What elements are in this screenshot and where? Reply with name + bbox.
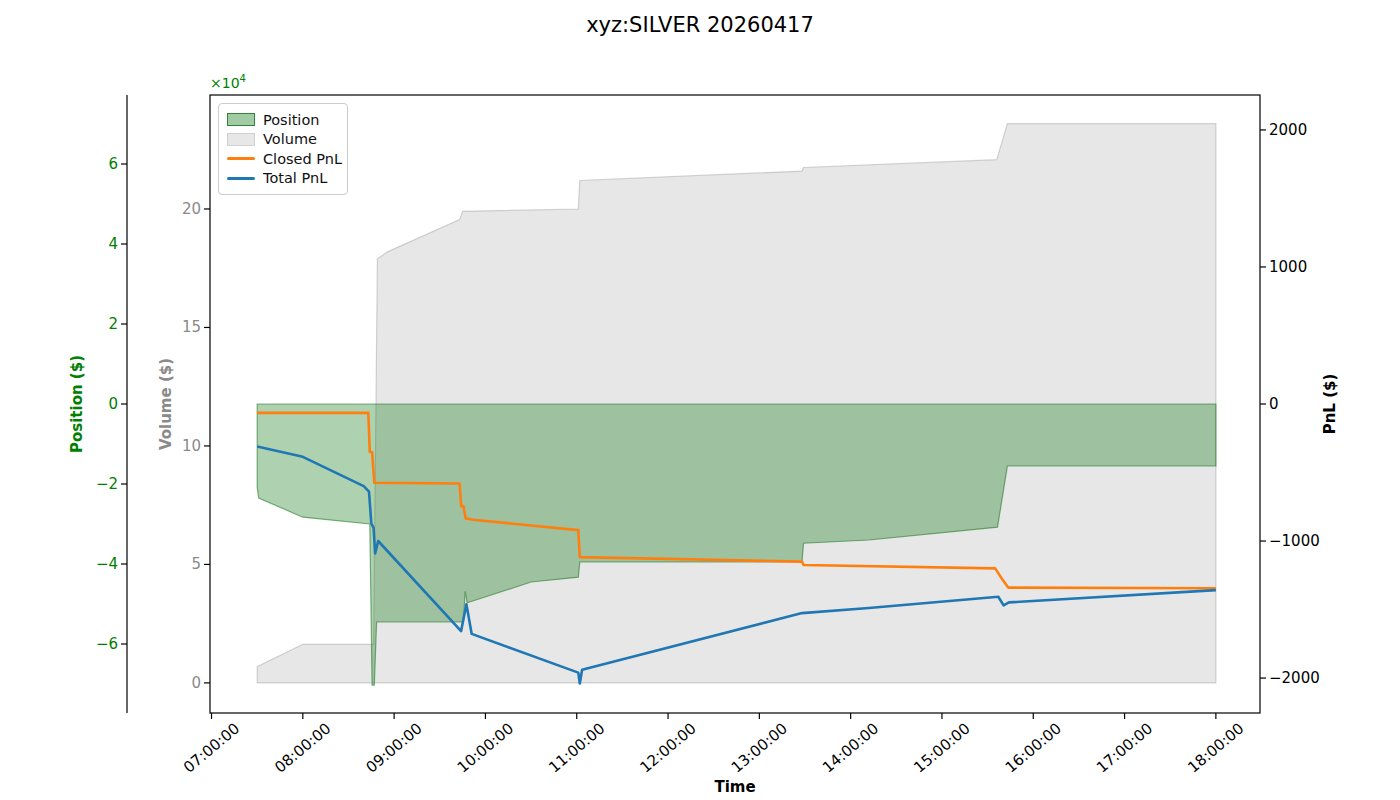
legend-swatch-total-pnl xyxy=(227,177,255,180)
pnl-tick-label: 1000 xyxy=(1269,258,1307,276)
position-tick-label: 2 xyxy=(108,315,118,333)
x-tick-label: 15:00:00 xyxy=(910,719,973,776)
x-tick-label: 10:00:00 xyxy=(454,719,517,776)
legend-item: Volume xyxy=(227,130,342,150)
volume-tick-label: 5 xyxy=(191,555,201,573)
volume-tick-label: 0 xyxy=(191,674,201,692)
figure: 6420−2−4−620151050200010000−1000−200007:… xyxy=(0,0,1400,800)
position-tick-label: −6 xyxy=(96,635,118,653)
pnl-tick-label: −2000 xyxy=(1269,669,1320,687)
position-tick-label: 6 xyxy=(108,155,118,173)
position-tick-label: 4 xyxy=(108,235,118,253)
pnl-tick-label: 2000 xyxy=(1269,121,1307,139)
legend-item: Closed PnL xyxy=(227,149,342,169)
x-tick-label: 09:00:00 xyxy=(363,719,426,776)
legend-label: Volume xyxy=(263,131,317,147)
legend-label: Position xyxy=(263,112,319,128)
legend-label: Closed PnL xyxy=(263,151,342,167)
legend-swatch-volume xyxy=(227,133,255,146)
legend-item: Total PnL xyxy=(227,169,342,189)
legend: Position Volume Closed PnL Total PnL xyxy=(218,103,348,195)
x-tick-label: 08:00:00 xyxy=(271,719,334,776)
x-tick-label: 14:00:00 xyxy=(819,719,882,776)
x-tick-label: 17:00:00 xyxy=(1093,719,1156,776)
chart-svg: 6420−2−4−620151050200010000−1000−200007:… xyxy=(0,0,1400,800)
pnl-axis-label: PnL ($) xyxy=(1321,374,1339,435)
volume-axis-label: Volume ($) xyxy=(157,358,175,450)
x-tick-label: 12:00:00 xyxy=(636,719,699,776)
pnl-tick-label: 0 xyxy=(1269,395,1279,413)
legend-swatch-closed-pnl xyxy=(227,157,255,160)
position-axis-label: Position ($) xyxy=(68,355,86,453)
x-tick-label: 16:00:00 xyxy=(1002,719,1065,776)
position-tick-label: −2 xyxy=(96,475,118,493)
volume-tick-label: 10 xyxy=(182,437,201,455)
position-tick-label: −4 xyxy=(96,555,118,573)
legend-swatch-position xyxy=(227,113,255,126)
legend-item: Position xyxy=(227,110,342,130)
position-tick-label: 0 xyxy=(108,395,118,413)
volume-tick-label: 20 xyxy=(182,200,201,218)
x-tick-label: 13:00:00 xyxy=(728,719,791,776)
position-axis-offset-text: ×104 xyxy=(210,73,246,91)
pnl-tick-label: −1000 xyxy=(1269,532,1320,550)
x-tick-label: 07:00:00 xyxy=(180,719,243,776)
time-axis-label: Time xyxy=(714,778,755,796)
volume-tick-label: 15 xyxy=(182,318,201,336)
legend-label: Total PnL xyxy=(263,170,327,186)
x-tick-label: 11:00:00 xyxy=(545,719,608,776)
x-tick-label: 18:00:00 xyxy=(1184,719,1247,776)
chart-title: xyz:SILVER 20260417 xyxy=(586,13,814,37)
